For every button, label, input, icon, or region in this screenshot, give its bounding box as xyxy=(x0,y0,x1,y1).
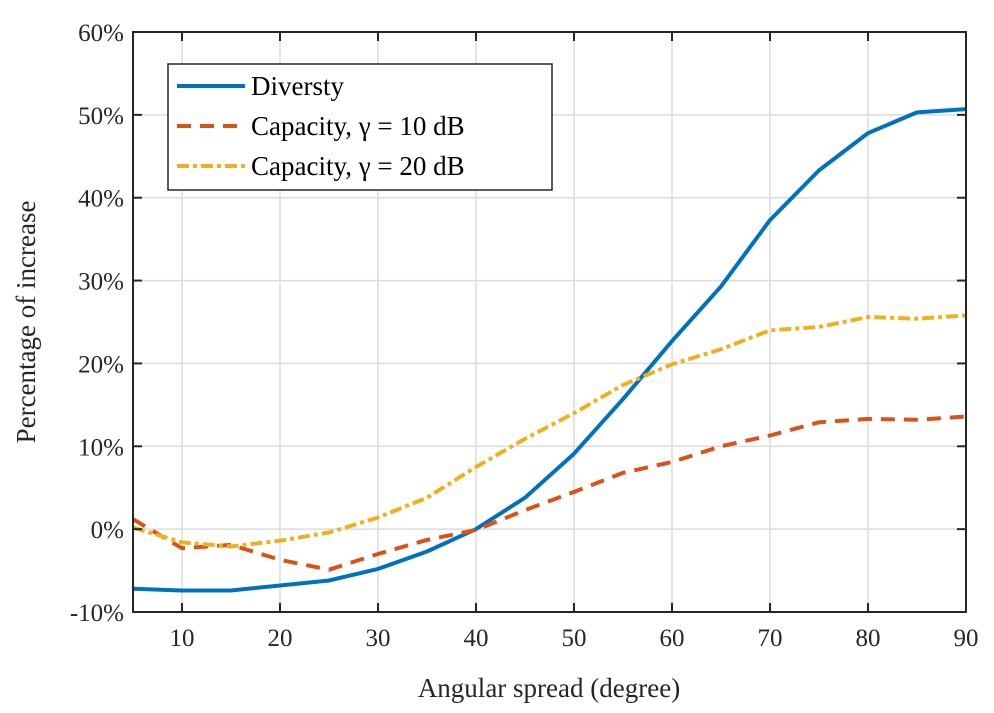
series-line-capacity-20db xyxy=(132,313,967,549)
x-tick-label: 50 xyxy=(562,625,587,652)
axis-ticks xyxy=(133,31,967,613)
y-tick-label: 30% xyxy=(78,269,124,296)
y-axis-label: Percentage of increase xyxy=(11,201,41,444)
x-tick-label: 60 xyxy=(660,625,685,652)
series-layer xyxy=(131,107,967,593)
series-line-diversity xyxy=(132,107,967,593)
legend-label-capacity-10db: Capacity, γ = 10 dB xyxy=(251,111,465,141)
x-axis-label: Angular spread (degree) xyxy=(418,673,680,703)
x-tick-label: 70 xyxy=(758,625,783,652)
y-tick-label: 40% xyxy=(78,186,124,213)
y-tick-label: 10% xyxy=(78,434,124,461)
y-tick-label: 20% xyxy=(78,351,124,378)
x-tick-label: 30 xyxy=(366,625,391,652)
plot-frame xyxy=(132,31,967,613)
x-tick-label: 90 xyxy=(954,625,979,652)
y-tick-label: -10% xyxy=(70,600,124,627)
legend-label-capacity-20db: Capacity, γ = 20 dB xyxy=(251,151,465,181)
x-tick-label: 20 xyxy=(268,625,293,652)
x-tick-label: 80 xyxy=(856,625,881,652)
legend: Diversty Capacity, γ = 10 dB Capacity, γ… xyxy=(167,63,553,191)
series-line-capacity-10db xyxy=(131,414,967,572)
y-tick-labels: -10% 0% 10% 20% 30% 40% 50% 60% xyxy=(70,20,124,627)
x-tick-label: 40 xyxy=(464,625,489,652)
x-tick-labels: 10 20 30 40 50 60 70 80 90 xyxy=(170,625,979,652)
y-tick-label: 0% xyxy=(91,517,124,544)
x-tick-label: 10 xyxy=(170,625,195,652)
y-tick-label: 60% xyxy=(78,20,124,47)
legend-label-diversity: Diversty xyxy=(251,71,344,101)
y-tick-label: 50% xyxy=(78,103,124,130)
